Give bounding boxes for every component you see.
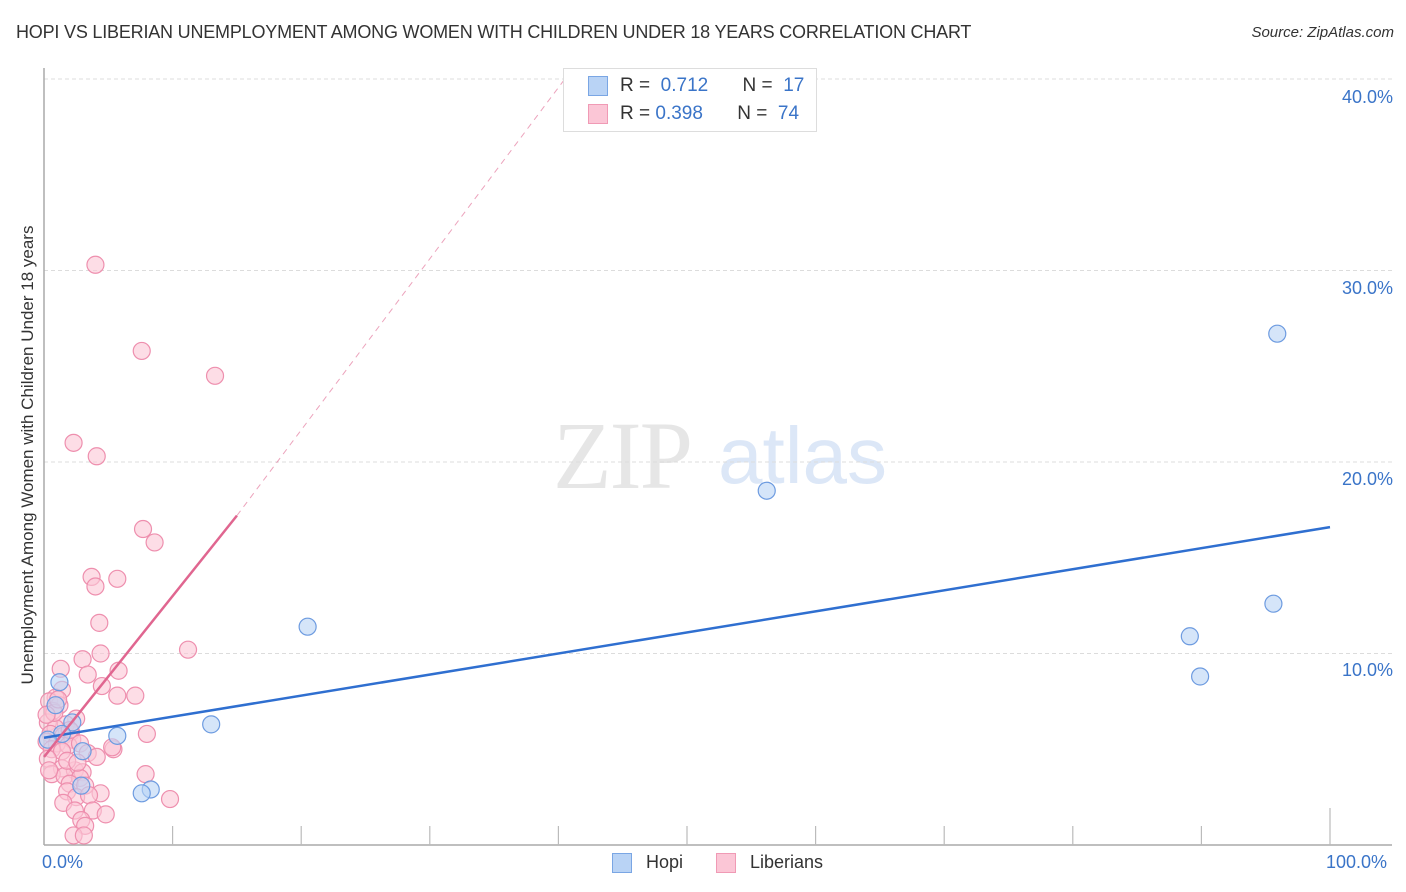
y-tick-10: 10.0%	[1341, 660, 1393, 680]
data-point	[202, 715, 221, 734]
n-label: N =	[737, 103, 768, 124]
data-point	[1268, 324, 1287, 343]
trend-lines	[43, 78, 1331, 758]
watermark-zip: ZIP	[553, 402, 693, 509]
data-point	[108, 569, 127, 588]
axes	[43, 68, 1392, 846]
r-label: R =	[620, 103, 651, 124]
data-point	[132, 341, 151, 361]
liberians-trend-line	[43, 514, 238, 758]
y-axis-label: Unemployment Among Women with Children U…	[18, 225, 37, 685]
y-tick-30: 30.0%	[1341, 278, 1393, 298]
hopi-r-value: 0.712	[660, 75, 709, 96]
data-point	[50, 673, 69, 692]
x-tick-0: 0.0%	[42, 852, 84, 872]
hopi-legend-label: Hopi	[646, 852, 684, 872]
data-point	[132, 784, 151, 803]
y-tick-40: 40.0%	[1341, 87, 1393, 107]
hopi-n-value: 17	[783, 75, 805, 96]
liberians-legend-label: Liberians	[750, 852, 824, 872]
legend-item-liberians[interactable]: Liberians	[716, 852, 823, 873]
data-point	[72, 776, 91, 795]
source-label: Source: ZipAtlas.com	[1251, 24, 1394, 41]
liberians-legend-icon	[716, 852, 736, 873]
hopi-legend-icon	[612, 852, 632, 873]
data-point	[86, 255, 105, 274]
data-point	[73, 650, 92, 669]
r-label: R =	[620, 75, 651, 96]
data-point	[1191, 667, 1210, 686]
legend-row-hopi: R = 0.712 N = 17	[588, 74, 804, 98]
legend-row-liberians: R = 0.398 N = 74	[588, 102, 799, 126]
data-point	[1264, 594, 1283, 613]
data-point	[73, 742, 92, 761]
chart-title: HOPI VS LIBERIAN UNEMPLOYMENT AMONG WOME…	[16, 22, 972, 42]
data-point	[87, 447, 106, 466]
x-tick-100: 100.0%	[1326, 852, 1388, 872]
data-point	[64, 433, 83, 452]
gridlines	[44, 78, 1392, 654]
data-point	[160, 789, 180, 809]
data-point	[178, 640, 198, 659]
y-tick-20: 20.0%	[1341, 469, 1393, 489]
data-point	[40, 761, 59, 780]
data-point	[46, 696, 65, 715]
liberians-trend-extension	[236, 78, 566, 516]
data-point	[145, 533, 164, 552]
data-point	[108, 686, 127, 705]
data-point	[86, 577, 105, 596]
liberians-points	[37, 255, 225, 845]
liberians-n-value: 74	[777, 103, 800, 124]
liberians-swatch-icon	[588, 104, 608, 124]
liberians-r-value: 0.398	[655, 103, 703, 124]
hopi-points	[38, 324, 1287, 803]
hopi-swatch-icon	[588, 76, 608, 96]
hopi-trend-line	[43, 525, 1331, 739]
data-point	[1180, 627, 1199, 646]
data-point	[136, 765, 155, 784]
data-point	[90, 613, 109, 632]
data-point	[78, 665, 97, 684]
data-point	[74, 826, 93, 845]
data-point	[757, 481, 776, 500]
data-point	[126, 686, 145, 705]
data-point	[96, 805, 115, 824]
data-point	[298, 617, 317, 636]
data-point	[91, 644, 110, 663]
watermark-atlas: atlas	[718, 411, 887, 500]
data-point	[133, 519, 153, 539]
data-point	[205, 366, 225, 385]
n-label: N =	[742, 75, 773, 96]
data-point	[108, 726, 127, 745]
legend-item-hopi[interactable]: Hopi	[612, 852, 683, 873]
data-point	[137, 724, 156, 744]
correlation-legend: R = 0.712 N = 17 R = 0.398 N = 74	[563, 68, 817, 132]
